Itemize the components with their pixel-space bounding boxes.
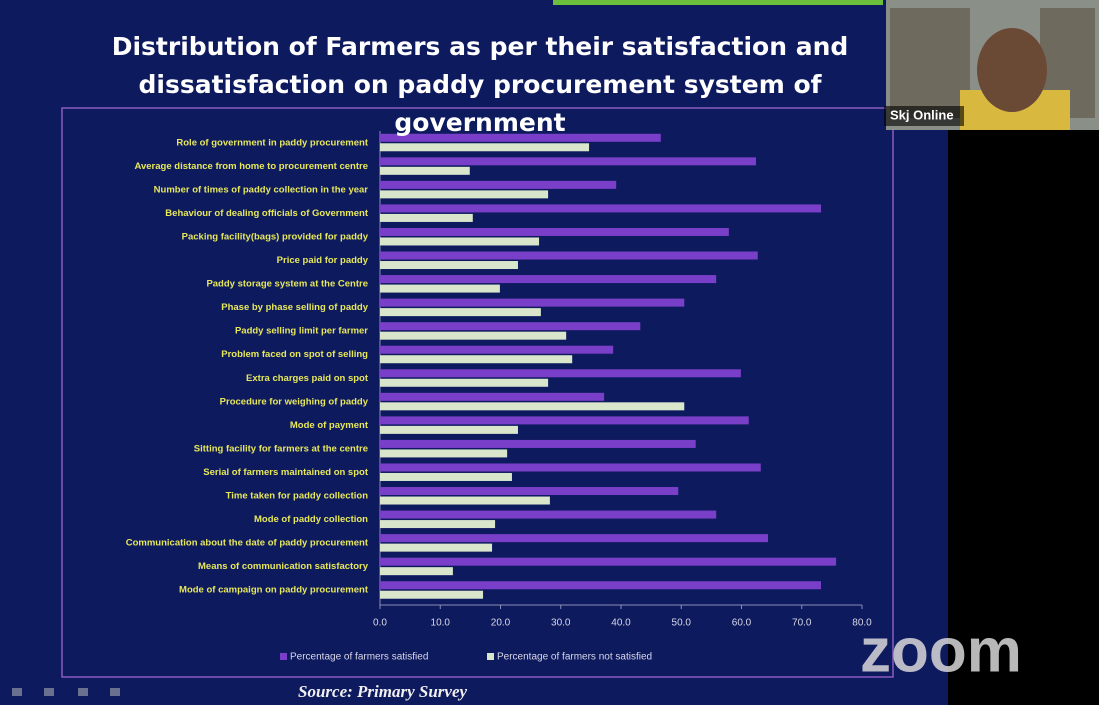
y-tick-label: Role of government in paddy procurement <box>176 137 368 148</box>
toolbar <box>12 688 120 696</box>
legend-label: Percentage of farmers satisfied <box>290 652 428 663</box>
bar <box>380 402 685 411</box>
y-tick-label: Sitting facility for farmers at the cent… <box>194 443 368 454</box>
accent-bar <box>553 0 883 5</box>
x-tick-label: 30.0 <box>551 618 571 629</box>
y-tick-label: Communication about the date of paddy pr… <box>126 538 369 549</box>
bar <box>380 213 473 222</box>
tool-icon <box>12 688 22 696</box>
bar <box>380 298 685 307</box>
video-tile <box>884 0 1099 130</box>
bookshelf <box>890 8 970 118</box>
y-tick-label: Phase by phase selling of paddy <box>221 302 368 313</box>
x-tick-label: 80.0 <box>852 618 872 629</box>
bar <box>380 392 605 401</box>
bar <box>380 345 614 354</box>
bar <box>380 190 549 199</box>
y-tick-label: Packing facility(bags) provided for padd… <box>182 231 369 242</box>
bar <box>380 496 550 505</box>
y-tick-label: Mode of campaign on paddy procurement <box>179 585 369 596</box>
bar <box>380 378 549 387</box>
bar <box>380 237 540 246</box>
y-tick-label: Procedure for weighing of paddy <box>220 396 369 407</box>
name-tag <box>884 106 964 126</box>
bar <box>380 590 484 599</box>
y-tick-label: Mode of paddy collection <box>254 514 368 525</box>
zoom-watermark: zoom <box>860 616 1022 685</box>
legend-swatch <box>280 653 287 660</box>
bar <box>380 449 508 458</box>
y-tick-label: Serial of farmers maintained on spot <box>203 467 369 478</box>
bar <box>380 166 470 175</box>
x-tick-label: 20.0 <box>491 618 511 629</box>
bar <box>380 180 617 189</box>
bar <box>380 543 493 552</box>
bar <box>380 369 741 378</box>
bar <box>380 284 500 293</box>
bar <box>380 557 837 566</box>
bar <box>380 355 573 364</box>
bar <box>380 487 679 496</box>
y-tick-label: Number of times of paddy collection in t… <box>154 184 369 195</box>
bar <box>380 463 761 472</box>
legend-label: Percentage of farmers not satisfied <box>497 652 652 663</box>
y-tick-label: Extra charges paid on spot <box>246 373 369 384</box>
tool-icon <box>110 688 120 696</box>
bar <box>380 510 717 519</box>
bar <box>380 322 641 331</box>
y-tick-label: Average distance from home to procuremen… <box>134 161 368 172</box>
bar <box>380 567 453 576</box>
x-tick-label: 50.0 <box>672 618 692 629</box>
y-tick-label: Price paid for paddy <box>277 255 369 266</box>
y-tick-label: Problem faced on spot of selling <box>221 349 368 360</box>
face <box>977 28 1047 112</box>
bar <box>380 227 729 236</box>
y-tick-label: Mode of payment <box>290 420 369 431</box>
x-tick-label: 70.0 <box>792 618 812 629</box>
x-tick-label: 60.0 <box>732 618 752 629</box>
chart-frame <box>61 107 894 678</box>
y-tick-label: Behaviour of dealing officials of Govern… <box>165 208 369 219</box>
chart-title: Distribution of Farmers as per their sat… <box>111 32 849 137</box>
bar <box>380 308 541 317</box>
bar <box>380 472 512 481</box>
tool-icon <box>44 688 54 696</box>
bar <box>380 143 590 152</box>
bar <box>380 416 749 425</box>
x-tick-label: 10.0 <box>431 618 451 629</box>
bar <box>380 275 717 284</box>
tool-icon <box>78 688 88 696</box>
participant-name: Skj Online <box>890 107 954 122</box>
bar <box>380 261 518 270</box>
y-tick-label: Means of communication satisfactory <box>198 561 369 572</box>
bar <box>380 581 822 590</box>
bar <box>380 204 822 213</box>
source-note: Source: Primary Survey <box>298 682 468 701</box>
x-tick-label: 40.0 <box>611 618 631 629</box>
y-tick-label: Paddy storage system at the Centre <box>206 279 368 290</box>
bar <box>380 133 661 142</box>
bar <box>380 439 696 448</box>
bar <box>380 157 756 166</box>
x-tick-label: 0.0 <box>373 618 387 629</box>
legend-swatch <box>487 653 494 660</box>
bar <box>380 534 769 543</box>
bar <box>380 331 567 340</box>
bar <box>380 425 518 434</box>
y-tick-label: Time taken for paddy collection <box>226 491 369 502</box>
bar <box>380 251 758 260</box>
y-tick-label: Paddy selling limit per farmer <box>235 326 368 337</box>
bar <box>380 520 496 529</box>
